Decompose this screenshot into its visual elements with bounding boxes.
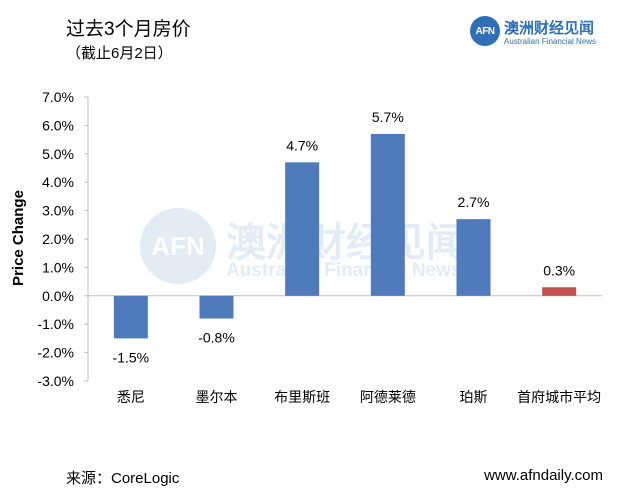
bar (370, 133, 405, 296)
x-axis-labels: 悉尼 墨尔本 布里斯班 阿德莱德 珀斯 首府城市平均 (117, 389, 601, 405)
bar (285, 162, 320, 296)
bar-data-label: 2.7% (458, 194, 490, 210)
y-tick-label: -2.0% (37, 345, 74, 361)
category-label: 墨尔本 (196, 389, 238, 405)
y-tick-label: 7.0% (42, 89, 74, 105)
chart-title: 过去3个月房价 (66, 19, 191, 40)
y-tick-label: 0.0% (42, 288, 74, 304)
bar (199, 295, 234, 319)
bar (542, 287, 577, 296)
bar-data-label: 5.7% (372, 109, 404, 125)
bar-data-label: 4.7% (286, 137, 318, 153)
y-axis: 7.0% 6.0% 5.0% 4.0% 3.0% 2.0% 1.0% 0.0% -1.0% -2.… (37, 89, 602, 389)
y-tick-label: 2.0% (42, 231, 74, 247)
bars: -1.5% -0.8% 4.7% 5.7% 2.7% 0.3% (113, 109, 577, 365)
y-axis-label: Price Change (10, 190, 27, 286)
category-label: 首府城市平均 (517, 389, 601, 405)
bar-data-label: 0.3% (543, 262, 575, 278)
y-tick-label: 3.0% (42, 203, 74, 219)
bar-data-label: -0.8% (198, 330, 235, 346)
chart-subtitle: （截止6月2日） (66, 45, 173, 62)
category-label: 阿德莱德 (360, 389, 416, 405)
brand-logo: AFN 澳洲财经见闻 Australian Financial News (470, 16, 610, 50)
source-note: 来源：CoreLogic (66, 470, 180, 487)
website-url[interactable]: www.afndaily.com (484, 467, 603, 484)
bar-data-label: -1.5% (113, 349, 150, 365)
y-tick-label: 6.0% (42, 117, 74, 133)
logo-name-cn: 澳洲财经见闻 (504, 20, 595, 37)
y-tick-label: -1.0% (37, 316, 74, 332)
y-tick-label: 4.0% (42, 174, 74, 190)
y-tick-label: 1.0% (42, 259, 74, 275)
logo-name-en: Australian Financial News (504, 37, 597, 46)
bar (113, 295, 148, 339)
bar (456, 219, 491, 296)
y-tick-label: -3.0% (37, 373, 74, 389)
logo-mark-icon: AFN (470, 16, 500, 46)
category-label: 布里斯班 (274, 389, 330, 405)
category-label: 珀斯 (460, 389, 488, 405)
y-tick-label: 5.0% (42, 146, 74, 162)
category-label: 悉尼 (117, 389, 145, 405)
